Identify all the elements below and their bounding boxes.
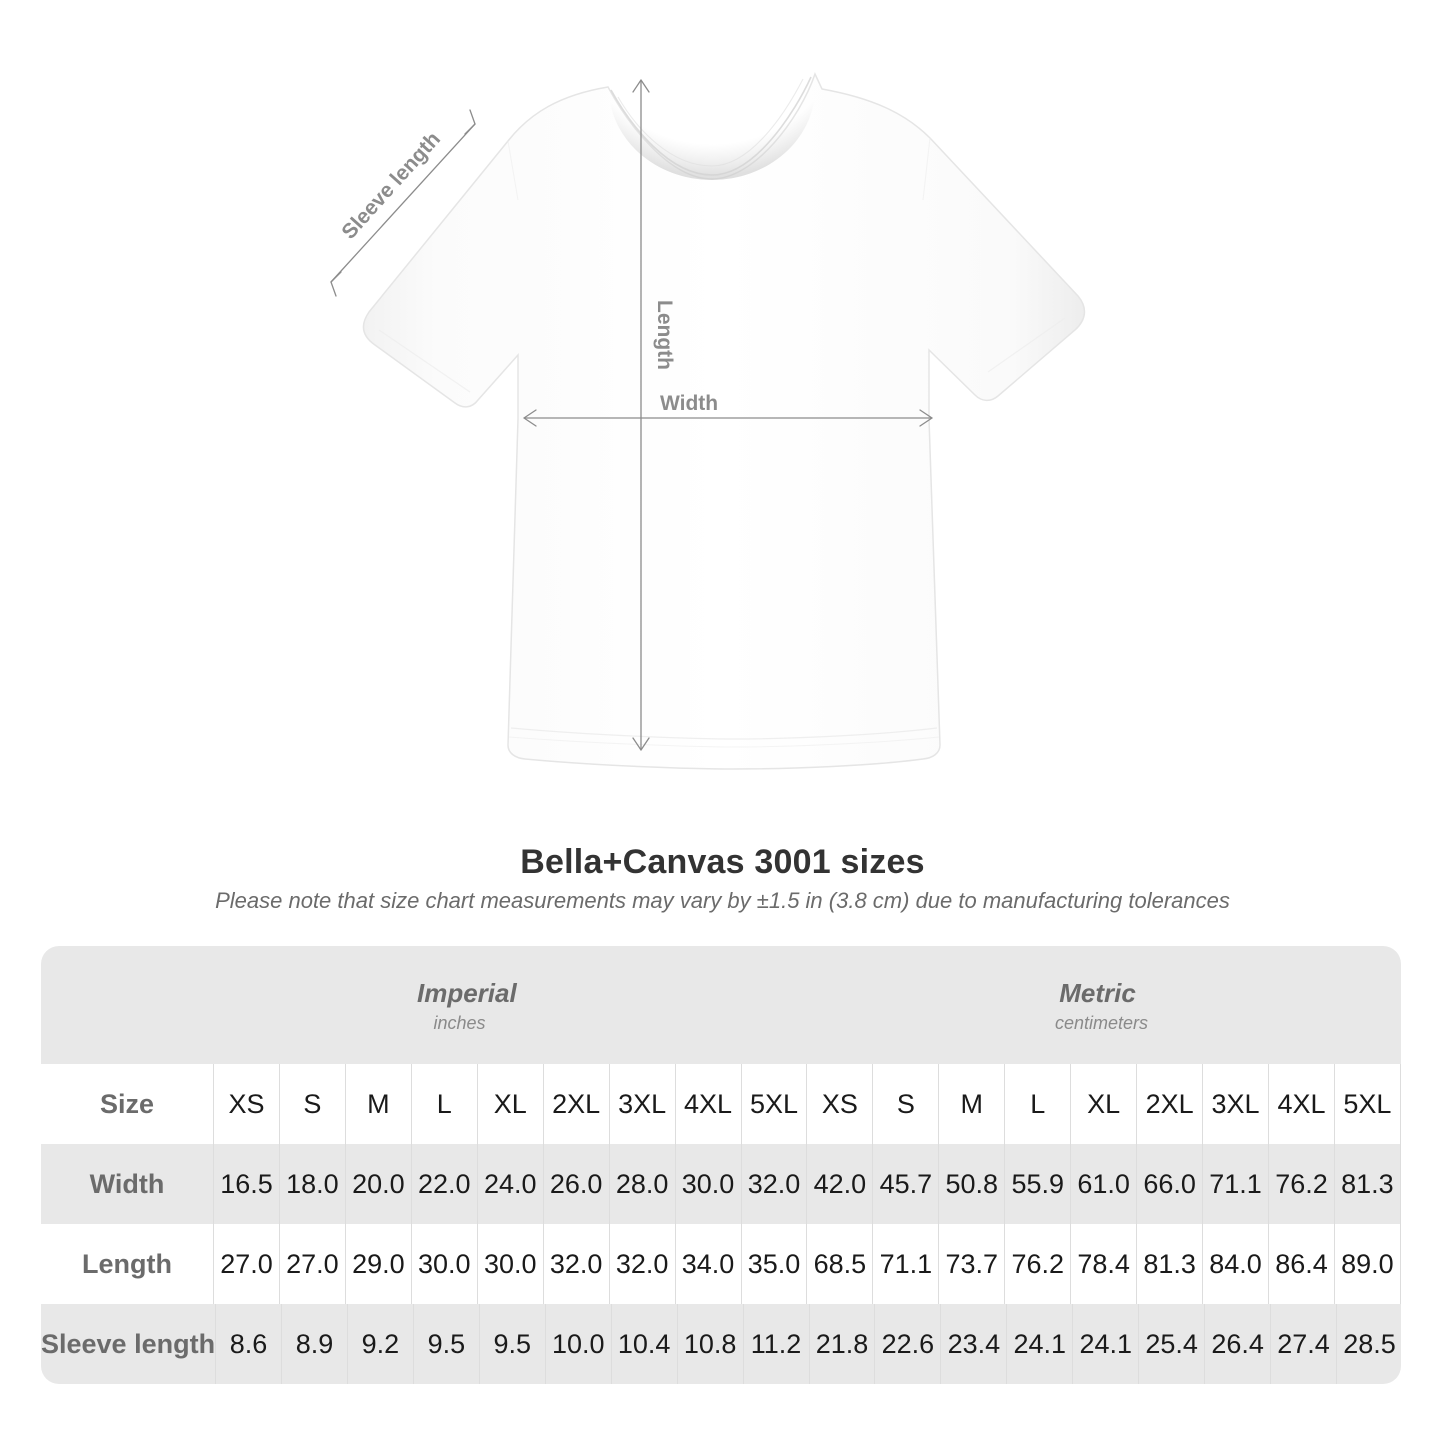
svg-text:Length: Length [653,300,676,370]
svg-text:Width: Width [660,392,718,415]
svg-text:Sleeve length: Sleeve length [337,128,445,244]
